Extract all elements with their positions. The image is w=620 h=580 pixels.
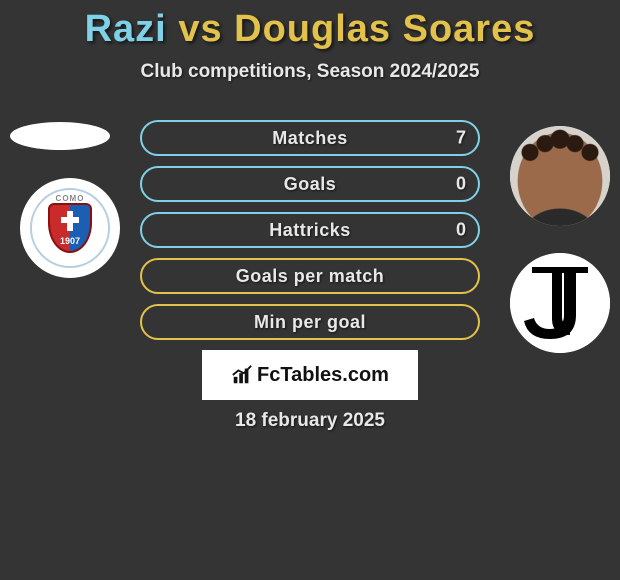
title-player2: Douglas Soares — [234, 8, 535, 50]
como-shield: 1907 — [48, 203, 92, 253]
stat-row: Hattricks 0 — [140, 212, 480, 248]
stat-label: Matches — [272, 128, 348, 149]
juventus-logo-icon — [510, 253, 610, 353]
stat-label: Hattricks — [269, 220, 351, 241]
player1-club-crest: COMO 1907 — [20, 178, 120, 278]
como-top-text: COMO — [32, 194, 108, 203]
stat-label: Goals per match — [236, 266, 385, 287]
stat-label: Min per goal — [254, 312, 366, 333]
title-vs: vs — [178, 8, 222, 50]
subtitle: Club competitions, Season 2024/2025 — [0, 61, 620, 83]
stats-rows: Matches 7 Goals 0 Hattricks 0 Goals per match M… — [140, 120, 480, 350]
stat-row: Matches 7 — [140, 120, 480, 156]
stat-value-right: 7 — [456, 128, 466, 149]
como-cross-h — [61, 217, 79, 223]
stat-row: Goals 0 — [140, 166, 480, 202]
snapshot-date: 18 february 2025 — [0, 410, 620, 432]
stat-value-right: 0 — [456, 220, 466, 241]
como-year: 1907 — [50, 236, 90, 246]
bar-chart-icon — [231, 364, 253, 386]
title-player1: Razi — [85, 8, 167, 50]
stat-row: Min per goal — [140, 304, 480, 340]
player2-avatar — [510, 126, 610, 226]
brand-badge: FcTables.com — [202, 350, 418, 400]
stat-label: Goals — [284, 174, 337, 195]
player1-avatar — [10, 122, 110, 150]
player2-club-crest — [510, 253, 610, 353]
comparison-title: Razi vs Douglas Soares — [0, 0, 620, 51]
como-ring: COMO 1907 — [30, 188, 110, 268]
stat-value-right: 0 — [456, 174, 466, 195]
player2-hair — [510, 126, 610, 170]
brand-text: FcTables.com — [257, 364, 389, 387]
stat-row: Goals per match — [140, 258, 480, 294]
